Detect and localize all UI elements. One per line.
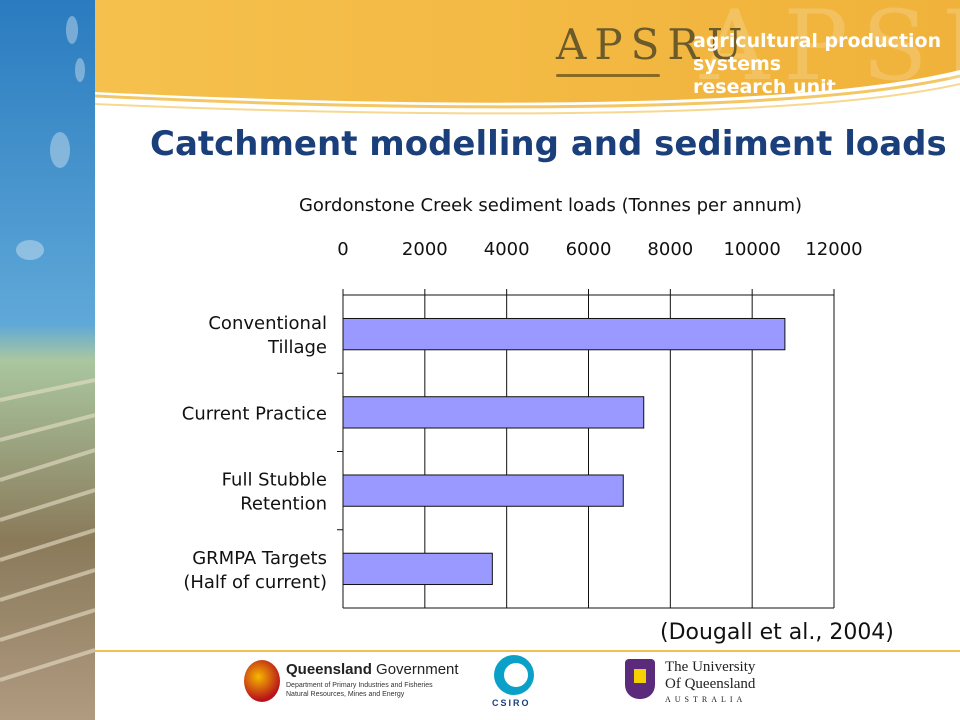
unit-name-line-1: agricultural production systems xyxy=(693,30,942,75)
apsru-logo: APSRU xyxy=(556,20,751,69)
x-tick-label: 12000 xyxy=(805,239,862,260)
header-banner xyxy=(0,0,960,115)
x-tick-label: 2000 xyxy=(402,239,448,260)
qld-departments: Department of Primary Industries and Fis… xyxy=(286,681,433,699)
category-label: Tillage xyxy=(267,337,327,358)
uq-line-3: AUSTRALIA xyxy=(665,695,747,704)
category-label: Current Practice xyxy=(182,403,327,424)
sediment-load-bar-chart: Gordonstone Creek sediment loads (Tonnes… xyxy=(182,195,863,609)
bar xyxy=(342,396,645,429)
apsru-watermark: APSRU xyxy=(700,0,960,102)
uq-line-1: The University xyxy=(665,659,756,675)
category-label: Conventional xyxy=(208,313,327,334)
x-tick-label: 6000 xyxy=(566,239,612,260)
queensland-government-logo: Queensland Government Department of Prim… xyxy=(244,655,459,711)
qld-dept-line-1: Department of Primary Industries and Fis… xyxy=(286,682,433,689)
qld-gov-name-rest: Government xyxy=(371,661,459,678)
landscape-strip xyxy=(0,0,95,720)
category-label: GRMPA Targets xyxy=(192,548,327,569)
citation: (Dougall et al., 2004) xyxy=(660,620,894,645)
uq-crest-icon xyxy=(625,659,655,699)
chart-title: Gordonstone Creek sediment loads (Tonnes… xyxy=(299,195,802,216)
unit-name-line-2: research unit xyxy=(693,76,836,98)
apsru-unit-name: agricultural production systems research… xyxy=(693,30,960,99)
bar xyxy=(342,552,493,586)
queensland-emblem-icon xyxy=(244,660,280,702)
footer-divider xyxy=(95,650,960,652)
apsru-logo-underline xyxy=(556,74,660,77)
university-of-queensland-logo: The University Of Queensland AUSTRALIA xyxy=(625,655,785,711)
qld-gov-name: Queensland Government xyxy=(286,661,459,678)
x-tick-label: 0 xyxy=(337,239,348,260)
bar xyxy=(342,317,786,351)
qld-dept-line-2: Natural Resources, Mines and Energy xyxy=(286,691,405,698)
x-tick-label: 10000 xyxy=(724,239,781,260)
csiro-globe-icon xyxy=(494,655,534,695)
csiro-logo: CSIRO xyxy=(492,655,538,711)
bar xyxy=(342,474,624,507)
slide-title: Catchment modelling and sediment loads xyxy=(150,124,947,164)
category-label: Retention xyxy=(240,494,327,515)
qld-gov-name-bold: Queensland xyxy=(286,661,372,678)
x-tick-label: 4000 xyxy=(484,239,530,260)
uq-line-2: Of Queensland xyxy=(665,676,756,692)
x-tick-label: 8000 xyxy=(647,239,693,260)
category-label: Full Stubble xyxy=(222,470,327,491)
csiro-wordmark: CSIRO xyxy=(492,698,531,708)
category-label: (Half of current) xyxy=(183,572,327,593)
